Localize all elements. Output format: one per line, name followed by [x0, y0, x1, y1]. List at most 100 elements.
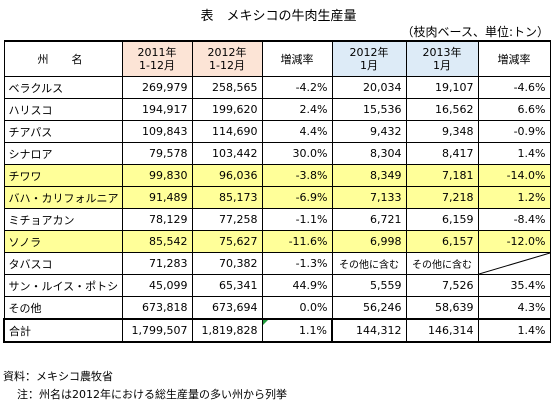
change-annual: -1.1%	[261, 208, 333, 231]
value-2011: 45,099	[121, 274, 193, 297]
change-jan: -14.0%	[477, 164, 551, 187]
header-2013-jan: 2013年 1月	[405, 40, 479, 77]
total-2011: 1,799,507	[121, 318, 193, 343]
header-change-annual: 増減率	[261, 40, 333, 77]
value-jan-2013: その他に含む	[405, 252, 479, 275]
state-name: その他	[3, 296, 123, 320]
state-name: バハ・カリフォルニア	[3, 186, 123, 209]
value-jan-2012: その他に含む	[331, 252, 407, 275]
unit-note: （枝肉ベース、単位:トン）	[401, 25, 549, 39]
table-row: ベラクルス 269,979 258,565 -4.2% 20,034 19,107 -4.6…	[3, 76, 551, 99]
value-2012: 199,620	[191, 98, 263, 121]
header-state: 州 名	[3, 40, 123, 77]
value-jan-2013: 6,159	[405, 208, 479, 231]
state-name: ソノラ	[3, 230, 123, 253]
header-2012-full: 2012年 1-12月	[191, 40, 263, 77]
change-jan: 1.2%	[477, 186, 551, 209]
value-jan-2012: 20,034	[331, 76, 407, 99]
total-label: 合計	[3, 318, 123, 343]
value-jan-2012: 8,349	[331, 164, 407, 187]
value-jan-2012: 15,536	[331, 98, 407, 121]
value-jan-2012: 9,432	[331, 120, 407, 143]
header-2012-jan: 2012年 1月	[331, 40, 407, 77]
value-jan-2012: 5,559	[331, 274, 407, 297]
value-jan-2012: 8,304	[331, 142, 407, 165]
header-change-jan: 増減率	[477, 40, 551, 77]
value-2012: 77,258	[191, 208, 263, 231]
change-annual: -3.8%	[261, 164, 333, 187]
state-name: サン・ルイス・ポトシ	[3, 274, 123, 297]
value-jan-2012: 7,133	[331, 186, 407, 209]
total-change-jan: 1.4%	[477, 318, 551, 343]
total-jan-2013: 146,314	[405, 318, 479, 343]
change-jan: 1.4%	[477, 142, 551, 165]
value-jan-2012: 6,721	[331, 208, 407, 231]
value-2012: 96,036	[191, 164, 263, 187]
diagonal-empty-cell	[477, 252, 551, 275]
value-2012: 258,565	[191, 76, 263, 99]
state-name: タバスコ	[3, 252, 123, 275]
table-row: バハ・カリフォルニア 91,489 85,173 -6.9% 7,133 7,218 1.2…	[3, 186, 551, 209]
table-row: サン・ルイス・ポトシ 45,099 65,341 44.9% 5,559 7,526 35.…	[3, 274, 551, 297]
value-2011: 269,979	[121, 76, 193, 99]
change-jan: 4.3%	[477, 296, 551, 320]
value-jan-2013: 9,348	[405, 120, 479, 143]
value-jan-2013: 19,107	[405, 76, 479, 99]
change-annual: 44.9%	[261, 274, 333, 297]
value-jan-2013: 7,181	[405, 164, 479, 187]
state-name: ベラクルス	[3, 76, 123, 99]
value-2011: 85,542	[121, 230, 193, 253]
value-2012: 673,694	[191, 296, 263, 320]
value-2012: 65,341	[191, 274, 263, 297]
change-annual: -11.6%	[261, 230, 333, 253]
value-2012: 85,173	[191, 186, 263, 209]
footnote: 注：州名は2012年における総生産量の多い州から列挙	[17, 388, 287, 401]
change-annual: 30.0%	[261, 142, 333, 165]
value-2012: 114,690	[191, 120, 263, 143]
table-row: ミチョアカン 78,129 77,258 -1.1% 6,721 6,159 -8.4%	[3, 208, 551, 231]
value-jan-2012: 56,246	[331, 296, 407, 320]
change-annual: -6.9%	[261, 186, 333, 209]
value-2011: 71,283	[121, 252, 193, 275]
change-jan: -0.9%	[477, 120, 551, 143]
table-row: ソノラ 85,542 75,627 -11.6% 6,998 6,157 -12.0%	[3, 230, 551, 253]
value-jan-2013: 6,157	[405, 230, 479, 253]
change-annual: -1.3%	[261, 252, 333, 275]
state-name: シナロア	[3, 142, 123, 165]
value-2011: 99,830	[121, 164, 193, 187]
table-row: チアパス 109,843 114,690 4.4% 9,432 9,348 -0.9%	[3, 120, 551, 143]
value-jan-2012: 6,998	[331, 230, 407, 253]
table-row: シナロア 79,578 103,442 30.0% 8,304 8,417 1.4%	[3, 142, 551, 165]
table-title: 表 メキシコの牛肉生産量	[200, 9, 357, 24]
change-annual: 2.4%	[261, 98, 333, 121]
value-2011: 194,917	[121, 98, 193, 121]
change-annual: 4.4%	[261, 120, 333, 143]
table-row: ハリスコ 194,917 199,620 2.4% 15,536 16,562 6.6%	[3, 98, 551, 121]
total-2012: 1,819,828	[191, 318, 263, 343]
value-2011: 673,818	[121, 296, 193, 320]
value-2012: 70,382	[191, 252, 263, 275]
total-change-annual: 1.1%	[261, 318, 333, 343]
value-jan-2013: 8,417	[405, 142, 479, 165]
change-annual: 0.0%	[261, 296, 333, 320]
value-2011: 78,129	[121, 208, 193, 231]
value-2011: 91,489	[121, 186, 193, 209]
change-jan: -12.0%	[477, 230, 551, 253]
state-name: ハリスコ	[3, 98, 123, 121]
table-row: その他 673,818 673,694 0.0% 56,246 58,639 4.3%	[3, 296, 551, 320]
value-jan-2013: 7,526	[405, 274, 479, 297]
change-jan: 35.4%	[477, 274, 551, 297]
table-row: チワワ 99,830 96,036 -3.8% 8,349 7,181 -14.0%	[3, 164, 551, 187]
state-name: チアパス	[3, 120, 123, 143]
table-row: タバスコ 71,283 70,382 -1.3% その他に含む その他に含む	[3, 252, 551, 275]
value-2011: 79,578	[121, 142, 193, 165]
value-2012: 103,442	[191, 142, 263, 165]
value-jan-2013: 58,639	[405, 296, 479, 320]
change-jan: -4.6%	[477, 76, 551, 99]
value-jan-2013: 7,218	[405, 186, 479, 209]
value-2011: 109,843	[121, 120, 193, 143]
change-jan: -8.4%	[477, 208, 551, 231]
state-name: チワワ	[3, 164, 123, 187]
change-annual: -4.2%	[261, 76, 333, 99]
total-row: 合計 1,799,507 1,819,828 1.1% 144,312 146,314 1.…	[3, 318, 551, 343]
